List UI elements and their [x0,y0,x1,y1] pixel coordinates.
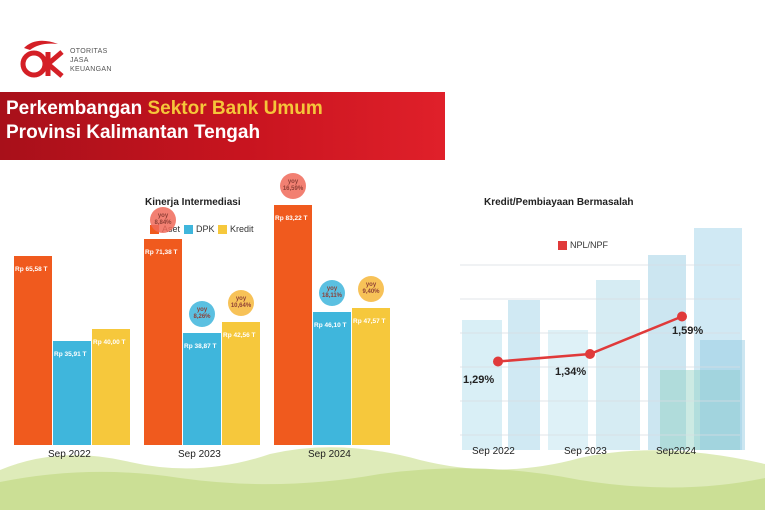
hills-background [0,447,765,510]
bar-value-label: Rp 46,10 T [314,321,347,329]
npl-value-label: 1,34% [555,366,587,378]
bar-value-label: Rp 65,58 T [15,265,48,273]
bar-category-label: Sep 2022 [48,449,91,460]
bar-value-label: Rp 47,57 T [353,317,386,325]
ojk-logo-mark [20,40,64,78]
bar-kredit-0 [92,329,130,445]
title-highlight: Sektor Bank Umum [147,98,323,119]
bar-dpk-0 [53,341,91,445]
ojk-logo: OTORITAS JASA KEUANGAN [18,36,128,86]
legend-swatch-dpk [184,224,193,234]
bar-kredit-1 [222,322,260,445]
bar-value-label: Rp 71,38 T [145,248,178,256]
bar-kredit-2 [352,307,390,445]
growth-badge: yoy 16,59% [280,172,306,199]
growth-badge: yoy 9,40% [358,275,384,302]
legend-label-kredit: Kredit [230,224,254,234]
line-x-label: Sep 2022 [472,446,515,457]
bar-aset-1 [144,238,182,445]
legend-swatch-npl [558,240,567,250]
npl-value-label: 1,29% [463,373,495,386]
npl-point [493,356,503,367]
npl-point [585,349,595,359]
bar-value-label: Rp 40,00 T [93,339,126,347]
title-pre: Perkembangan [6,98,148,119]
growth-badge: yoy 18,11% [319,279,345,306]
line-chart [460,264,740,436]
bar-dpk-1 [183,332,221,445]
legend-dpk: DPK [184,224,215,234]
brand-line-3: KEUANGAN [70,66,112,73]
bar-dpk-2 [313,311,351,445]
title-line-2: Provinsi Kalimantan Tengah [6,122,261,143]
line-chart-title: Kredit/Pembiayaan Bermasalah [484,197,634,208]
bar-value-label: Rp 83,22 T [275,214,308,222]
legend-label-dpk: DPK [196,224,215,234]
bar-aset-0 [14,255,52,445]
growth-badge: yoy 8,26% [189,300,215,327]
legend-npl: NPL/NPF [558,240,608,250]
bar-value-label: Rp 38,87 T [184,342,217,350]
growth-badge: yoy 8,84% [150,206,176,233]
legend-label-npl: NPL/NPF [570,240,609,250]
brand-line-1: OTORITAS [70,48,108,55]
title-line-1: Perkembangan Sektor Bank Umum [6,98,323,120]
line-x-label: Sep2024 [656,446,697,457]
line-x-label: Sep 2023 [564,446,607,457]
npl-value-label: 1,59% [672,324,704,337]
legend-swatch-kredit [218,224,227,234]
title-banner: Perkembangan Sektor Bank Umum Provinsi K… [0,92,445,160]
bar-category-label: Sep 2023 [178,449,221,460]
bar-aset-2 [274,204,312,445]
bar-category-label: Sep 2024 [308,449,351,460]
brand-line-2: JASA [70,57,89,64]
legend-kredit: Kredit [218,224,254,234]
bar-value-label: Rp 42,56 T [223,332,256,340]
growth-badge: yoy 10,64% [228,290,254,317]
npl-point [677,311,687,322]
bar-chart-title: Kinerja Intermediasi [145,197,241,208]
bar-value-label: Rp 35,91 T [54,351,87,359]
